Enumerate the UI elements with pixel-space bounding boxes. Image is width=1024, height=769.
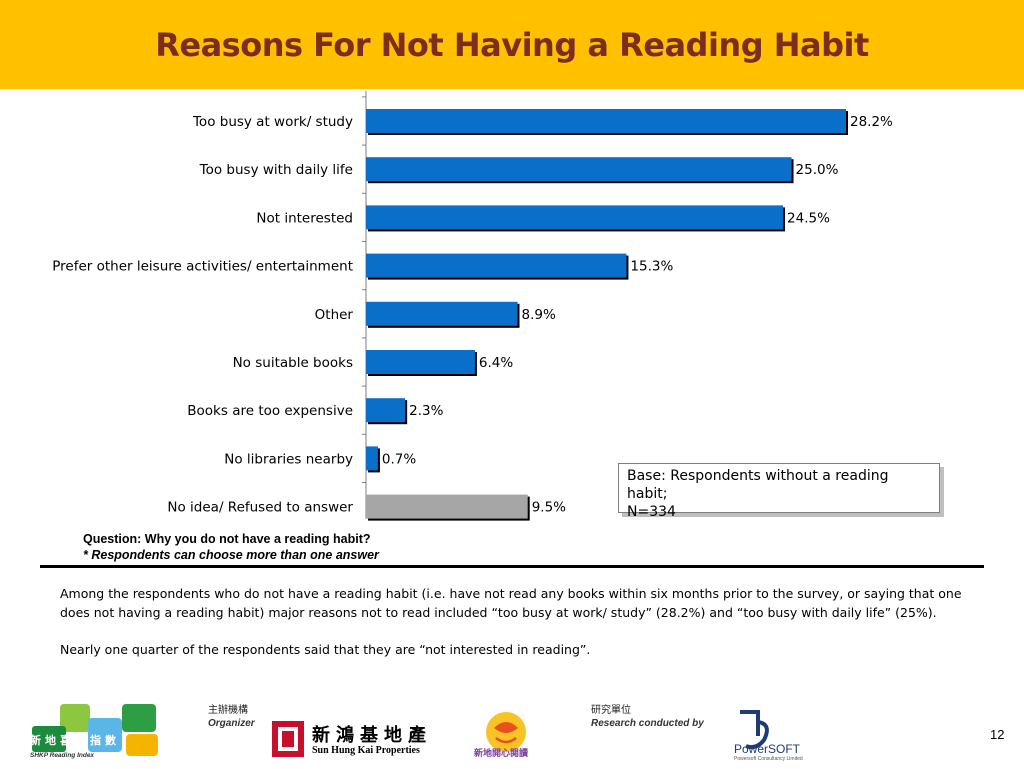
bar	[366, 301, 518, 326]
question-note: Question: Why you do not have a reading …	[83, 531, 379, 563]
category-label: Other	[315, 307, 354, 323]
category-label: Not interested	[256, 210, 353, 226]
research-label-en: Research conducted by	[591, 718, 704, 729]
bar	[366, 205, 784, 230]
reading-index-logo-text: 新地喜閱指數	[30, 734, 120, 747]
divider-rule	[40, 565, 984, 568]
category-label: Prefer other leisure activities/ enterta…	[52, 259, 353, 275]
bar	[366, 398, 406, 423]
value-label: 6.4%	[479, 355, 513, 371]
bar-chart-svg: Too busy at work/ study 28.2% Too busy wit…	[52, 90, 893, 521]
research-label: 研究單位 Research conducted by	[591, 704, 704, 730]
summary-paragraph-1: Among the respondents who do not have a …	[60, 586, 962, 620]
category-label: No idea/ Refused to answer	[167, 500, 353, 516]
reading-index-logo-sub: SHKP Reading Index	[30, 752, 95, 759]
value-label: 24.5%	[787, 210, 830, 226]
research-label-zh: 研究單位	[591, 705, 631, 716]
powersoft-logo-text: PowerSOFT	[734, 742, 801, 756]
happy-reading-logo-text: 新地開心閱讀	[474, 748, 529, 758]
organizer-label-en: Organizer	[208, 718, 255, 729]
bar	[366, 446, 378, 471]
bar	[366, 109, 846, 133]
category-label: No suitable books	[233, 355, 353, 371]
base-note-line1: Base: Respondents without a reading habi…	[627, 468, 889, 502]
question-text: Question: Why you do not have a reading …	[83, 532, 371, 546]
powersoft-logo-sub: Powersoft Consultancy Limited	[734, 756, 803, 762]
slide-title: Reasons For Not Having a Reading Habit	[155, 26, 869, 64]
bar	[366, 350, 475, 374]
reading-index-logo: 新地喜閱指數 SHKP Reading Index	[28, 700, 163, 762]
title-banner	[0, 0, 1024, 89]
bar-chart: Too busy at work/ study 28.2% Too busy wit…	[0, 90, 1024, 530]
page-number: 12	[990, 727, 1005, 742]
value-label: 2.3%	[409, 403, 443, 419]
category-label: Too busy with daily life	[199, 162, 353, 178]
category-label: No libraries nearby	[224, 451, 353, 467]
organizer-label-zh: 主辦機構	[208, 705, 248, 716]
bar	[366, 494, 528, 519]
happy-reading-logo: 新地開心閱讀	[474, 708, 538, 764]
base-note-box: Base: Respondents without a reading habi…	[618, 463, 940, 520]
value-label: 9.5%	[532, 500, 566, 516]
organizer-label: 主辦機構 Organizer	[208, 704, 255, 730]
powersoft-logo: PowerSOFT Powersoft Consultancy Limited	[728, 706, 820, 764]
shkp-logo-zh: 新鴻基地產	[312, 725, 432, 746]
value-label: 0.7%	[382, 451, 416, 467]
value-label: 25.0%	[796, 162, 839, 178]
category-label: Books are too expensive	[187, 403, 353, 419]
value-label: 15.3%	[630, 259, 673, 275]
multiple-answer-note: * Respondents can choose more than one a…	[83, 548, 379, 562]
base-note-line2: N=334	[627, 504, 676, 520]
category-label: Too busy at work/ study	[192, 114, 353, 130]
value-label: 28.2%	[850, 114, 893, 130]
summary-text: Among the respondents who do not have a …	[60, 584, 990, 677]
bar	[366, 157, 792, 182]
bar	[366, 253, 627, 278]
shkp-logo-en: Sun Hung Kai Properties	[312, 745, 420, 756]
value-label: 8.9%	[521, 307, 555, 323]
shkp-logo: 新鴻基地產 Sun Hung Kai Properties	[272, 721, 437, 759]
summary-paragraph-2: Nearly one quarter of the respondents sa…	[60, 642, 591, 657]
